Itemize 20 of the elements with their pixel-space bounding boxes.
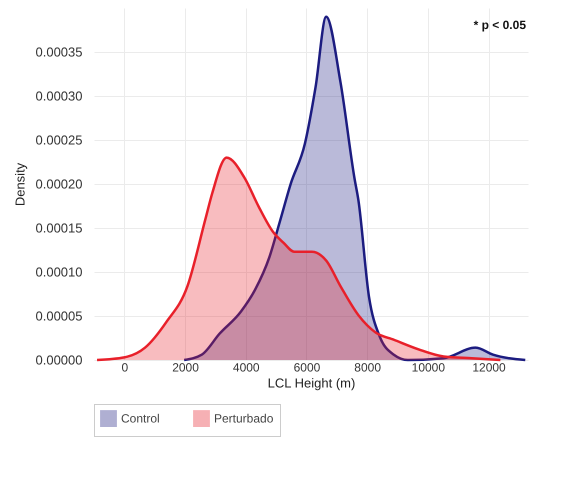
x-axis-title: LCL Height (m)	[268, 376, 356, 390]
annotation: * p < 0.05	[474, 18, 526, 32]
legend-label: Perturbado	[214, 412, 274, 426]
x-tick-label: 6000	[294, 360, 321, 374]
y-axis-title: Density	[12, 162, 28, 206]
y-tick-label: 0.00010	[36, 264, 82, 280]
y-tick-label: 0.00000	[36, 352, 82, 368]
legend-label: Control	[121, 412, 160, 426]
y-tick-label: 0.00030	[36, 88, 82, 104]
x-tick-label: 12000	[472, 360, 506, 374]
x-tick-label: 2000	[172, 360, 200, 374]
y-tick-label: 0.00005	[36, 308, 82, 324]
y-tick-label: 0.00035	[36, 44, 82, 60]
x-tick-label: 10000	[412, 360, 446, 374]
x-tick-label: 0	[122, 360, 129, 374]
y-tick-label: 0.00020	[36, 176, 82, 192]
x-tick-label: 8000	[354, 360, 382, 374]
y-tick-label: 0.00025	[36, 132, 82, 148]
x-tick-label: 4000	[232, 360, 260, 374]
y-tick-label: 0.00015	[36, 220, 82, 236]
